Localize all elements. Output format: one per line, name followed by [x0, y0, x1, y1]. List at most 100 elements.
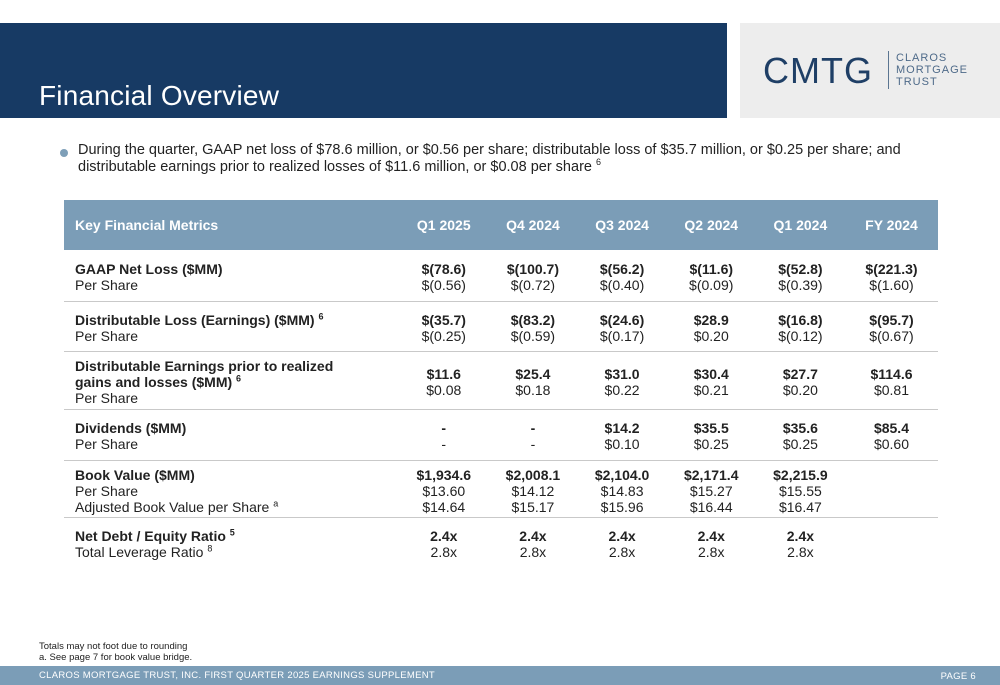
summary-footnote-ref: 6 — [596, 157, 602, 168]
subvalue: $0.20 — [782, 382, 818, 398]
footnotes: Totals may not foot due to rounding a. S… — [39, 641, 192, 663]
value-cell: 2.4x 2.8x — [488, 518, 577, 563]
column-header: Q4 2024 — [488, 200, 578, 250]
metric-sublabel: Per Share — [75, 436, 139, 452]
table-row: Distributable Earnings prior to realized… — [64, 351, 938, 410]
value: $2,171.4 — [683, 467, 739, 483]
subvalue: 2.8x — [519, 544, 547, 560]
logo-mark: CMTG — [763, 50, 873, 91]
value-cell: $2,104.0 $14.83 $15.96 — [577, 460, 667, 518]
subvalue: $0.18 — [515, 382, 551, 398]
value: $(35.7) — [421, 312, 466, 328]
column-header: Q2 2024 — [666, 200, 756, 250]
metric-sublabel: Per Share — [75, 390, 139, 406]
subvalue: $0.21 — [693, 382, 729, 398]
logo-divider — [888, 51, 889, 89]
key-financial-metrics-table: Key Financial Metrics Q1 2025 Q4 2024 Q3… — [64, 200, 938, 562]
value: 2.4x — [430, 528, 458, 544]
summary-body: During the quarter, GAAP net loss of $78… — [78, 142, 901, 175]
subvalue: $15.27 — [689, 483, 733, 499]
subvalue-2: $16.47 — [778, 499, 822, 515]
metric-label: Dividends ($MM) — [75, 420, 187, 436]
value: $2,215.9 — [773, 467, 828, 483]
header-label: Key Financial Metrics — [64, 200, 400, 250]
metric-sublabel-2: Adjusted Book Value per Share a — [75, 499, 399, 515]
value-cell: $1,934.6 $13.60 $14.64 — [399, 460, 489, 518]
value-cell: $(24.6) $(0.17) — [577, 301, 667, 352]
subvalue: $0.08 — [426, 382, 462, 398]
metric-sublabel-text: Total Leverage Ratio — [75, 544, 204, 560]
value-cell: $2,008.1 $14.12 $15.17 — [488, 460, 578, 518]
value: $(83.2) — [510, 312, 556, 328]
subvalue: - — [530, 436, 536, 452]
footer-title: CLAROS MORTGAGE TRUST, INC. FIRST QUARTE… — [39, 670, 436, 681]
value-cell: $(221.3) $(1.60) — [844, 250, 938, 302]
metric-label: Book Value ($MM) — [75, 467, 195, 483]
value-cell: $25.4 $0.18 — [488, 351, 578, 410]
logo-line: MORTGAGE — [896, 64, 968, 76]
row-label: Book Value ($MM) Per Share Adjusted Book… — [64, 460, 400, 518]
value-cell: $11.6 $0.08 — [399, 351, 489, 410]
row-label: GAAP Net Loss ($MM) Per Share — [64, 250, 400, 302]
table-row: Net Debt / Equity Ratio 5 Total Leverage… — [64, 518, 938, 563]
subvalue: 2.8x — [608, 544, 636, 560]
subvalue: $0.20 — [693, 328, 729, 344]
value: $85.4 — [873, 420, 909, 436]
footnote-ref: 8 — [207, 543, 213, 554]
metric-sublabel: Per Share — [75, 328, 139, 344]
value: $(78.6) — [421, 261, 466, 277]
value: $(16.8) — [778, 312, 823, 328]
subvalue-2: $14.64 — [422, 499, 466, 515]
value-cell: $14.2 $0.10 — [577, 409, 667, 461]
subvalue: $(0.17) — [599, 328, 645, 344]
value-cell: $35.5 $0.25 — [666, 409, 756, 461]
value: $31.0 — [604, 366, 640, 382]
footnote: a. See page 7 for book value bridge. — [39, 652, 193, 663]
metric-label: Distributable Loss (Earnings) ($MM) 6 — [75, 312, 399, 328]
subvalue: 2.8x — [430, 544, 457, 560]
value-cell: $(35.7) $(0.25) — [399, 301, 489, 352]
value: $(95.7) — [869, 312, 914, 328]
column-header: Q1 2025 — [399, 200, 489, 250]
value: $(221.3) — [865, 261, 918, 277]
value: $28.9 — [693, 312, 729, 328]
column-header: Q3 2024 — [577, 200, 667, 250]
subvalue: $14.83 — [600, 483, 644, 499]
value: $35.6 — [782, 420, 818, 436]
row-label: Net Debt / Equity Ratio 5 Total Leverage… — [64, 518, 399, 563]
value-cell: $(78.6) $(0.56) — [399, 250, 489, 302]
subvalue: $15.55 — [778, 483, 822, 499]
value-cell: $(100.7) $(0.72) — [488, 250, 578, 302]
subvalue: $0.22 — [604, 382, 640, 398]
value-cell: $(11.6) $(0.09) — [666, 250, 756, 302]
table-row: Book Value ($MM) Per Share Adjusted Book… — [64, 460, 938, 518]
subvalue: $0.81 — [873, 382, 909, 398]
metric-sublabel: Total Leverage Ratio 8 — [75, 544, 399, 560]
value: $114.6 — [870, 366, 913, 382]
value: $1,934.6 — [416, 467, 472, 483]
value-cell: $114.6 $0.81 — [844, 351, 938, 410]
subvalue: $0.25 — [782, 436, 818, 452]
subvalue: $(0.12) — [778, 328, 823, 344]
metric-label: Net Debt / Equity Ratio 5 — [75, 528, 399, 544]
bullet-icon — [60, 149, 68, 157]
table-row: GAAP Net Loss ($MM) Per Share $(78.6) $(0… — [64, 250, 938, 302]
value: 2.4x — [786, 528, 815, 544]
value-cell: 2.4x 2.8x — [399, 518, 488, 563]
subvalue: $0.60 — [873, 436, 909, 452]
footnote: Totals may not foot due to rounding — [39, 641, 188, 652]
table-header-row: Key Financial Metrics Q1 2025 Q4 2024 Q3… — [64, 200, 938, 250]
value-cell: $(56.2) $(0.40) — [577, 250, 667, 302]
logo-wordmark: CLAROS MORTGAGE TRUST — [896, 52, 968, 88]
value: - — [530, 420, 536, 436]
value-cell: $(95.7) $(0.67) — [844, 301, 938, 352]
metric-label-cont: gains and losses ($MM) 6 — [75, 374, 399, 390]
value-cell: $(52.8) $(0.39) — [755, 250, 845, 302]
value: $11.6 — [426, 366, 461, 382]
table-row: Distributable Loss (Earnings) ($MM) 6 Pe… — [64, 301, 938, 352]
metric-label: Distributable Earnings prior to realized — [75, 358, 334, 374]
value-cell: $2,215.9 $15.55 $16.47 — [755, 460, 845, 518]
value-cell — [844, 460, 938, 518]
table-row: Dividends ($MM) Per Share -- -- $14.2 $0.… — [64, 409, 938, 461]
row-label: Distributable Loss (Earnings) ($MM) 6 Pe… — [64, 301, 400, 352]
